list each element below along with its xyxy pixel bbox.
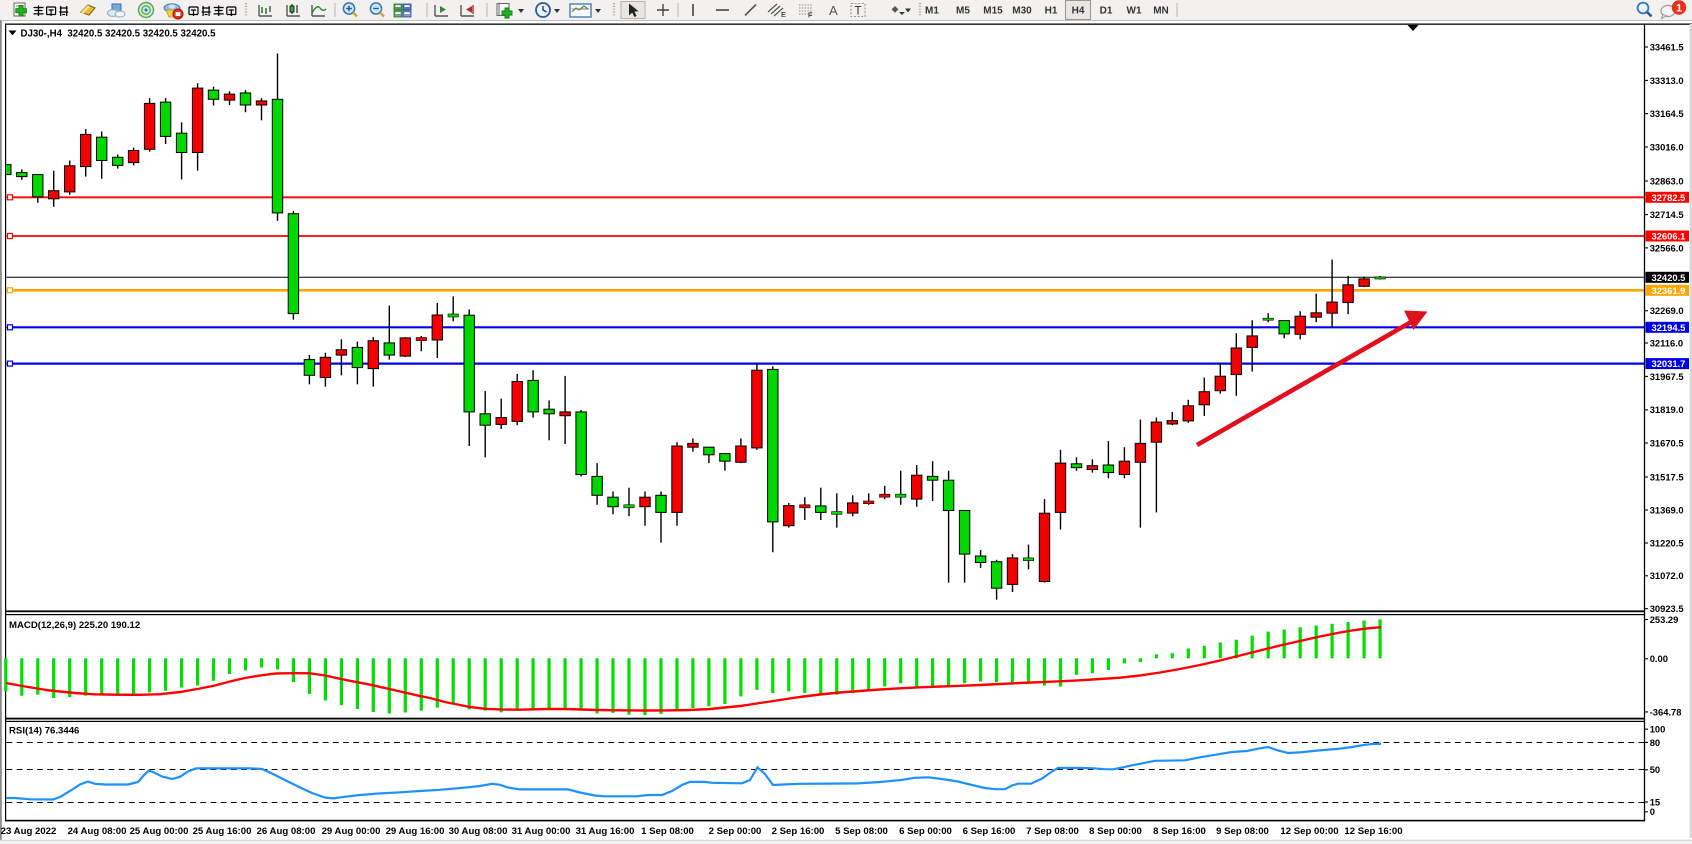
svg-text:1: 1 xyxy=(1676,3,1682,15)
svg-text:33164.5: 33164.5 xyxy=(1650,108,1684,119)
svg-text:33461.5: 33461.5 xyxy=(1650,41,1684,52)
svg-text:31 Aug 00:00: 31 Aug 00:00 xyxy=(512,826,571,837)
svg-text:DJ30-,H4 32420.5 32420.5 3242: DJ30-,H4 32420.5 32420.5 32420.5 32420.5 xyxy=(21,29,217,40)
svg-text:26 Aug 08:00: 26 Aug 08:00 xyxy=(257,826,316,837)
svg-text:32194.5: 32194.5 xyxy=(1652,322,1686,333)
svg-text:32361.9: 32361.9 xyxy=(1652,285,1686,296)
svg-text:31 Aug 16:00: 31 Aug 16:00 xyxy=(576,826,635,837)
svg-text:32714.5: 32714.5 xyxy=(1650,209,1684,220)
svg-text:33313.0: 33313.0 xyxy=(1650,75,1684,86)
svg-text:253.29: 253.29 xyxy=(1650,614,1679,625)
svg-text:8 Sep 16:00: 8 Sep 16:00 xyxy=(1153,826,1206,837)
svg-text:2 Sep 00:00: 2 Sep 00:00 xyxy=(709,826,762,837)
svg-text:5 Sep 08:00: 5 Sep 08:00 xyxy=(835,826,888,837)
svg-text:A: A xyxy=(829,3,838,18)
svg-text:29 Aug 00:00: 29 Aug 00:00 xyxy=(322,826,381,837)
svg-text:MACD(12,26,9) 225.20 190.12: MACD(12,26,9) 225.20 190.12 xyxy=(9,620,140,631)
svg-text:23 Aug 2022: 23 Aug 2022 xyxy=(1,826,57,837)
svg-text:D1: D1 xyxy=(1100,6,1113,17)
svg-text:8 Sep 00:00: 8 Sep 00:00 xyxy=(1089,826,1142,837)
svg-text:31369.0: 31369.0 xyxy=(1650,504,1684,515)
svg-text:29 Aug 16:00: 29 Aug 16:00 xyxy=(386,826,445,837)
svg-text:W1: W1 xyxy=(1127,6,1142,17)
svg-text:F: F xyxy=(808,11,813,20)
svg-text:2 Sep 16:00: 2 Sep 16:00 xyxy=(772,826,825,837)
svg-text:H1: H1 xyxy=(1045,6,1058,17)
svg-text:32116.0: 32116.0 xyxy=(1650,337,1683,348)
svg-text:24 Aug 08:00: 24 Aug 08:00 xyxy=(68,826,127,837)
svg-text:100: 100 xyxy=(1650,724,1666,735)
svg-text:12 Sep 16:00: 12 Sep 16:00 xyxy=(1344,826,1402,837)
svg-text:0.00: 0.00 xyxy=(1650,653,1668,664)
svg-text:31819.0: 31819.0 xyxy=(1650,404,1684,415)
svg-text:9 Sep 08:00: 9 Sep 08:00 xyxy=(1216,826,1269,837)
svg-text:32863.0: 32863.0 xyxy=(1650,175,1684,186)
svg-text:32269.0: 32269.0 xyxy=(1650,305,1684,316)
svg-text:7 Sep 08:00: 7 Sep 08:00 xyxy=(1026,826,1079,837)
svg-text:30923.5: 30923.5 xyxy=(1650,603,1684,614)
svg-text:32606.1: 32606.1 xyxy=(1652,231,1686,242)
svg-text:30 Aug 08:00: 30 Aug 08:00 xyxy=(449,826,508,837)
svg-text:31517.5: 31517.5 xyxy=(1650,471,1684,482)
svg-text:80: 80 xyxy=(1650,737,1660,748)
svg-text:6 Sep 00:00: 6 Sep 00:00 xyxy=(899,826,952,837)
svg-text:31967.5: 31967.5 xyxy=(1650,371,1684,382)
svg-text:32566.0: 32566.0 xyxy=(1650,242,1684,253)
svg-text:E: E xyxy=(781,10,786,19)
svg-text:MN: MN xyxy=(1153,6,1169,17)
svg-text:31220.5: 31220.5 xyxy=(1650,537,1684,548)
svg-text:0: 0 xyxy=(1650,806,1655,817)
svg-text:H4: H4 xyxy=(1072,6,1085,17)
svg-text:M5: M5 xyxy=(956,6,970,17)
svg-text:31670.5: 31670.5 xyxy=(1650,437,1684,448)
svg-text:32420.5: 32420.5 xyxy=(1652,272,1686,283)
svg-text:12 Sep 00:00: 12 Sep 00:00 xyxy=(1280,826,1338,837)
svg-text:M1: M1 xyxy=(925,6,939,17)
svg-text:M15: M15 xyxy=(983,6,1003,17)
svg-text:-364.78: -364.78 xyxy=(1650,706,1682,717)
svg-text:RSI(14) 76.3446: RSI(14) 76.3446 xyxy=(9,726,79,737)
svg-text:M30: M30 xyxy=(1012,6,1032,17)
svg-text:6 Sep 16:00: 6 Sep 16:00 xyxy=(963,826,1016,837)
svg-text:25 Aug 00:00: 25 Aug 00:00 xyxy=(130,826,189,837)
svg-text:31072.0: 31072.0 xyxy=(1650,570,1684,581)
svg-text:T: T xyxy=(855,6,862,18)
svg-text:32031.7: 32031.7 xyxy=(1652,358,1686,369)
svg-text:50: 50 xyxy=(1650,764,1660,775)
svg-text:32782.5: 32782.5 xyxy=(1652,192,1686,203)
svg-text:33016.0: 33016.0 xyxy=(1650,141,1684,152)
svg-text:15: 15 xyxy=(1650,796,1660,807)
svg-text:25 Aug 16:00: 25 Aug 16:00 xyxy=(193,826,252,837)
svg-text:1 Sep 08:00: 1 Sep 08:00 xyxy=(641,826,694,837)
